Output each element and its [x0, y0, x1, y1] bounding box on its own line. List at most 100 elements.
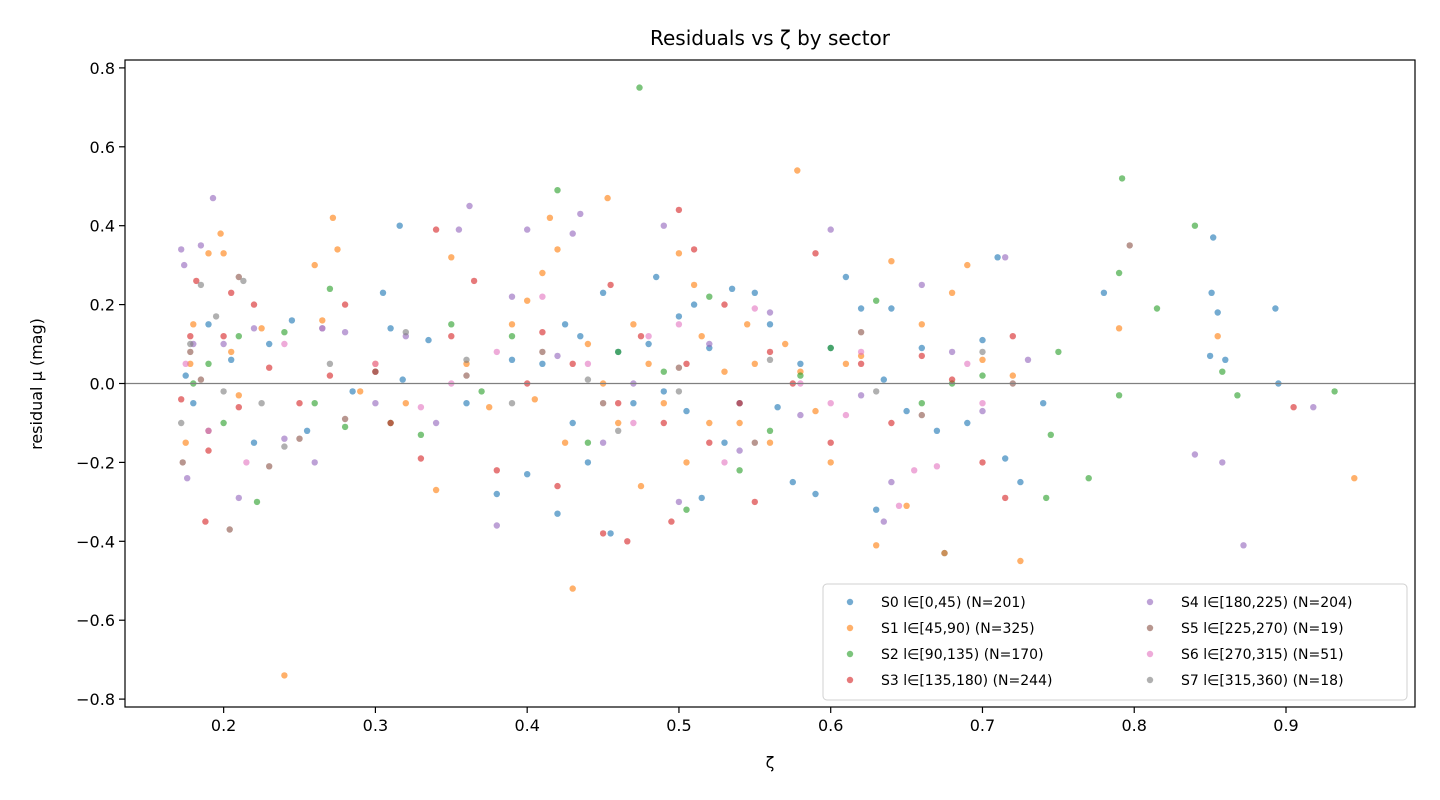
- point-s5-9: [599, 400, 607, 407]
- point-s0-52: [903, 407, 910, 415]
- point-s4-25: [660, 222, 667, 229]
- point-s3-1: [187, 333, 194, 340]
- point-s1-16: [402, 400, 409, 407]
- point-s2-7: [326, 285, 334, 292]
- point-s1-38: [683, 459, 690, 466]
- point-s1-13: [334, 246, 341, 253]
- point-s3-18: [470, 277, 478, 285]
- point-s4-40: [1219, 459, 1226, 466]
- point-s2-25: [873, 297, 880, 304]
- point-s5-6: [296, 435, 303, 442]
- point-s0-64: [1210, 234, 1217, 241]
- point-s0-14: [425, 336, 432, 344]
- point-s4-28: [736, 447, 743, 454]
- point-s5-12: [918, 411, 925, 419]
- point-s1-8: [258, 325, 265, 332]
- point-s1-5: [220, 250, 227, 257]
- point-s3-16: [432, 226, 440, 233]
- point-s1-41: [706, 419, 713, 427]
- point-s2-38: [1234, 392, 1241, 399]
- point-s1-42: [721, 368, 728, 375]
- point-s6-2: [243, 459, 250, 466]
- point-s1-33: [630, 321, 637, 328]
- point-s2-16: [615, 348, 622, 356]
- point-s6-24: [417, 404, 425, 411]
- point-s2-5: [281, 329, 288, 336]
- y-tick-label-8: 0.8: [90, 59, 115, 78]
- point-s6-21: [979, 400, 986, 407]
- point-s3-27: [624, 538, 631, 545]
- point-s3-3: [202, 518, 209, 525]
- point-s0-4: [250, 439, 258, 446]
- point-s4-17: [493, 522, 500, 529]
- point-s1-29: [584, 340, 592, 348]
- point-s7-10: [584, 376, 592, 383]
- point-s3-6: [228, 289, 235, 296]
- point-s2-34: [1118, 175, 1126, 182]
- point-s1-65: [1214, 333, 1221, 340]
- point-s4-14: [432, 419, 440, 427]
- point-s2-28: [979, 372, 986, 379]
- point-s5-7: [372, 368, 379, 375]
- x-tick-label-7: 0.9: [1273, 716, 1298, 735]
- point-s2-11: [448, 321, 455, 328]
- point-s3-2: [193, 277, 200, 285]
- point-s1-54: [873, 542, 880, 549]
- point-s2-8: [341, 423, 349, 431]
- point-s0-20: [554, 510, 561, 517]
- point-s5-17: [341, 415, 349, 423]
- point-s2-31: [1085, 475, 1092, 482]
- point-s0-48: [857, 305, 865, 312]
- point-s0-7: [303, 427, 311, 434]
- point-s0-24: [584, 459, 592, 466]
- point-s3-11: [326, 372, 334, 379]
- point-s7-0: [178, 419, 185, 427]
- legend-marker-2: [846, 650, 854, 658]
- point-s3-48: [1009, 333, 1016, 340]
- point-s1-46: [766, 439, 774, 446]
- point-s5-4: [235, 273, 242, 281]
- point-s3-15: [417, 455, 425, 462]
- point-s0-59: [1002, 455, 1009, 462]
- point-s0-5: [266, 340, 273, 348]
- point-s1-62: [1009, 372, 1016, 379]
- point-s1-55: [888, 258, 895, 265]
- point-s6-9: [584, 360, 592, 367]
- y-axis-ticks: −0.8 −0.6 −0.4 −0.2 0.0 0.2 0.4 0.6 0.8: [76, 59, 125, 709]
- point-s2-36: [1191, 222, 1199, 229]
- point-s4-38: [1024, 356, 1032, 363]
- point-s0-18: [524, 471, 531, 478]
- point-s1-66: [1351, 475, 1358, 482]
- point-s4-5: [209, 194, 217, 202]
- point-s6-15: [827, 400, 834, 407]
- legend-marker-0: [846, 598, 854, 606]
- point-s3-25: [607, 281, 614, 289]
- point-s3-14: [387, 419, 394, 427]
- point-s7-7: [326, 360, 334, 367]
- point-s2-20: [706, 293, 713, 300]
- point-s6-16: [857, 348, 865, 356]
- point-s0-19: [539, 360, 546, 367]
- point-s3-31: [675, 206, 683, 214]
- point-s3-33: [690, 246, 698, 253]
- point-s0-29: [645, 340, 652, 348]
- point-s2-12: [478, 388, 485, 395]
- point-s1-20: [486, 404, 493, 411]
- point-s1-9: [281, 672, 288, 679]
- point-s3-10: [296, 400, 303, 407]
- point-s2-18: [660, 368, 667, 375]
- point-s1-61: [979, 356, 986, 363]
- point-s4-27: [706, 340, 713, 348]
- point-s7-9: [508, 400, 516, 407]
- point-s4-10: [311, 459, 318, 466]
- point-s3-38: [766, 348, 774, 356]
- point-s0-45: [812, 490, 819, 498]
- point-s0-38: [728, 285, 736, 292]
- point-s6-20: [964, 360, 971, 367]
- point-s6-13: [751, 305, 758, 312]
- point-s0-6: [288, 317, 296, 324]
- point-s1-27: [561, 439, 569, 446]
- point-s1-35: [645, 360, 652, 367]
- point-s4-19: [524, 226, 531, 233]
